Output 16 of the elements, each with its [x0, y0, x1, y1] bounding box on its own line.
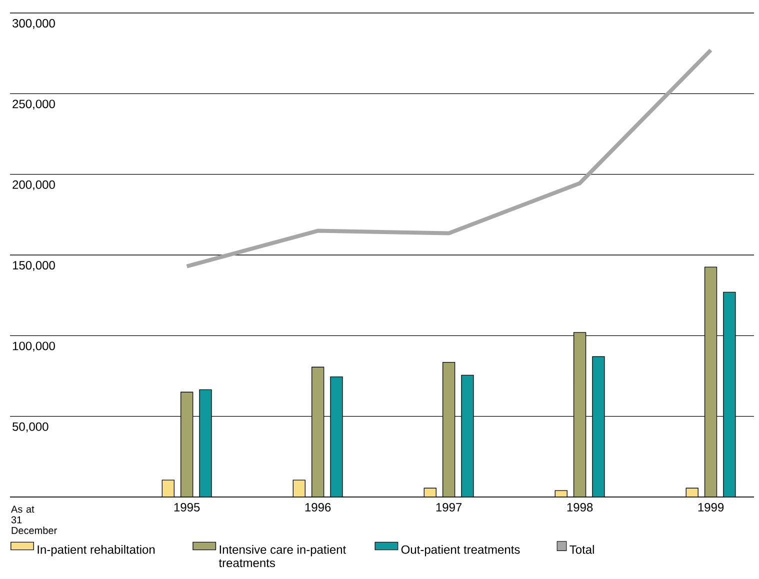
y-tick-label: 250,000 [12, 100, 55, 110]
legend-label: Out-patient treatments [401, 545, 520, 556]
x-axis-title: As at 31 December [11, 506, 57, 534]
legend-label: In-patient rehabiltation [38, 545, 155, 556]
y-tick-label: 300,000 [12, 19, 55, 29]
x-tick-label: 1999 [698, 503, 724, 512]
x-tick-label: 1997 [436, 503, 462, 512]
legend-label: Total [570, 545, 594, 554]
y-tick-label: 150,000 [12, 261, 55, 271]
y-tick-label: 50,000 [12, 422, 48, 432]
x-tick-label: 1995 [174, 503, 200, 512]
x-tick-label: 1996 [305, 503, 331, 512]
y-tick-label: 100,000 [12, 342, 55, 352]
x-tick-label: 1998 [567, 503, 593, 512]
y-tick-label: 200,000 [12, 180, 55, 190]
legend-label: Intensive care in-patient treatments [218, 545, 346, 568]
